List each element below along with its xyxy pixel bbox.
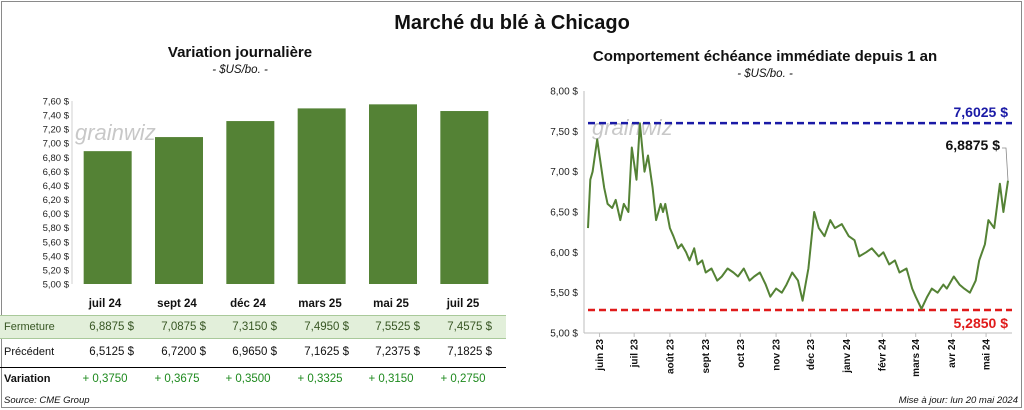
x-tick-label: févr 24 xyxy=(878,339,889,372)
x-tick-label: juil 23 xyxy=(630,339,641,369)
line-chart: grainwiz 5,00 $ 5,50 $ 6,00 $ 6,50 $ 7,00 $ 7,… xyxy=(550,87,1012,377)
bar xyxy=(440,111,489,284)
y-tick-label: 7,00 $ xyxy=(550,167,578,178)
y-tick-label: 5,40 $ xyxy=(43,251,70,262)
bar-chart: grainwiz 5,00 $ 5,20 $ 5,40 $ 5,60 $ 5,80 $ 6,… xyxy=(43,97,489,291)
table-row-change: Variation + 0,3750 + 0,3675 + 0,3500 + 0… xyxy=(0,367,506,391)
previous-value: 6,9650 $ xyxy=(232,346,277,358)
close-value: 7,3150 $ xyxy=(232,321,277,333)
previous-label: Précédent xyxy=(4,346,55,358)
y-tick-label: 6,60 $ xyxy=(43,167,70,178)
bar xyxy=(226,121,275,284)
update-note: Mise à jour: lun 20 mai 2024 xyxy=(898,395,1018,406)
change-value: + 0,3500 xyxy=(225,373,271,385)
bar xyxy=(369,104,417,285)
y-tick-label: 6,00 $ xyxy=(550,248,578,259)
table-col-header: mai 25 xyxy=(373,298,409,310)
y-tick-label: 5,00 $ xyxy=(550,329,578,340)
x-tick-label: août 23 xyxy=(665,339,676,374)
last-value-leader xyxy=(1002,147,1009,181)
change-value: + 0,2750 xyxy=(440,373,486,385)
table-col-header: sept 24 xyxy=(157,298,197,310)
y-tick-label: 5,60 $ xyxy=(43,237,70,248)
table-row-previous: Précédent 6,5125 $ 6,7200 $ 6,9650 $ 7,1… xyxy=(0,341,506,365)
y-tick-label: 7,00 $ xyxy=(43,139,70,150)
x-tick-label: mai 24 xyxy=(982,339,993,371)
table-col-header: juil 24 xyxy=(88,298,122,310)
y-tick-label: 6,20 $ xyxy=(43,195,70,206)
bar-chart-subtitle: - $US/bo. - xyxy=(212,64,268,76)
high-label: 7,6025 $ xyxy=(954,104,1009,120)
change-value: + 0,3675 xyxy=(154,373,200,385)
close-value: 6,8875 $ xyxy=(89,321,134,333)
close-value: 7,4575 $ xyxy=(447,321,492,333)
close-value: 7,0875 $ xyxy=(161,321,206,333)
x-tick-label: déc 23 xyxy=(806,339,817,371)
last-value-label: 6,8875 $ xyxy=(946,137,1001,153)
change-value: + 0,3150 xyxy=(368,373,414,385)
bar xyxy=(155,137,203,284)
y-tick-label: 7,40 $ xyxy=(43,111,70,122)
y-tick-label: 5,00 $ xyxy=(43,280,70,291)
x-tick-label: avr 24 xyxy=(947,339,958,368)
y-tick-label: 6,00 $ xyxy=(43,209,70,220)
x-tick-label: sept 23 xyxy=(701,339,712,374)
y-tick-label: 6,40 $ xyxy=(43,181,70,192)
y-tick-label: 5,20 $ xyxy=(43,265,70,276)
low-label: 5,2850 $ xyxy=(954,315,1009,331)
table-col-header: mars 25 xyxy=(298,298,342,310)
close-value: 7,5525 $ xyxy=(375,321,420,333)
change-value: + 0,3750 xyxy=(82,373,128,385)
y-tick-label: 7,20 $ xyxy=(43,125,70,136)
close-label: Fermeture xyxy=(4,321,55,333)
close-value: 7,4950 $ xyxy=(304,321,349,333)
previous-value: 6,5125 $ xyxy=(89,346,134,358)
x-tick-label: janv 24 xyxy=(842,339,853,374)
table-col-header: juil 25 xyxy=(446,298,480,310)
bar xyxy=(83,151,132,284)
previous-value: 7,2375 $ xyxy=(375,346,420,358)
line-chart-title: Comportement échéance immédiate depuis 1… xyxy=(592,48,938,65)
bar xyxy=(297,108,346,284)
line-chart-subtitle: - $US/bo. - xyxy=(737,68,793,80)
source-note: Source: CME Group xyxy=(4,395,90,406)
bar-chart-title: Variation journalière xyxy=(167,44,313,61)
page-title: Marché du blé à Chicago xyxy=(394,12,630,34)
y-tick-label: 5,80 $ xyxy=(43,223,70,234)
x-tick-label: mars 24 xyxy=(911,339,922,377)
table-col-header: déc 24 xyxy=(230,298,266,310)
x-tick-label: nov 23 xyxy=(772,339,783,371)
y-tick-label: 7,60 $ xyxy=(43,97,70,108)
watermark: grainwiz xyxy=(75,120,156,145)
table-header-row: juil 24 sept 24 déc 24 mars 25 mai 25 ju… xyxy=(0,292,506,316)
x-tick-label: juin 23 xyxy=(595,339,606,372)
table-row-close: Fermeture 6,8875 $ 7,0875 $ 7,3150 $ 7,4… xyxy=(0,315,506,339)
y-tick-label: 6,50 $ xyxy=(550,208,578,219)
previous-value: 7,1825 $ xyxy=(447,346,492,358)
y-tick-label: 6,80 $ xyxy=(43,153,70,164)
watermark: grainwiz xyxy=(592,115,673,140)
previous-value: 7,1625 $ xyxy=(304,346,349,358)
y-tick-label: 8,00 $ xyxy=(550,87,578,98)
price-series-line xyxy=(587,122,1009,310)
x-tick-label: oct 23 xyxy=(736,339,747,368)
y-tick-label: 5,50 $ xyxy=(550,288,578,299)
change-label: Variation xyxy=(4,373,51,385)
change-value: + 0,3325 xyxy=(297,373,343,385)
y-tick-label: 7,50 $ xyxy=(550,127,578,138)
previous-value: 6,7200 $ xyxy=(161,346,206,358)
